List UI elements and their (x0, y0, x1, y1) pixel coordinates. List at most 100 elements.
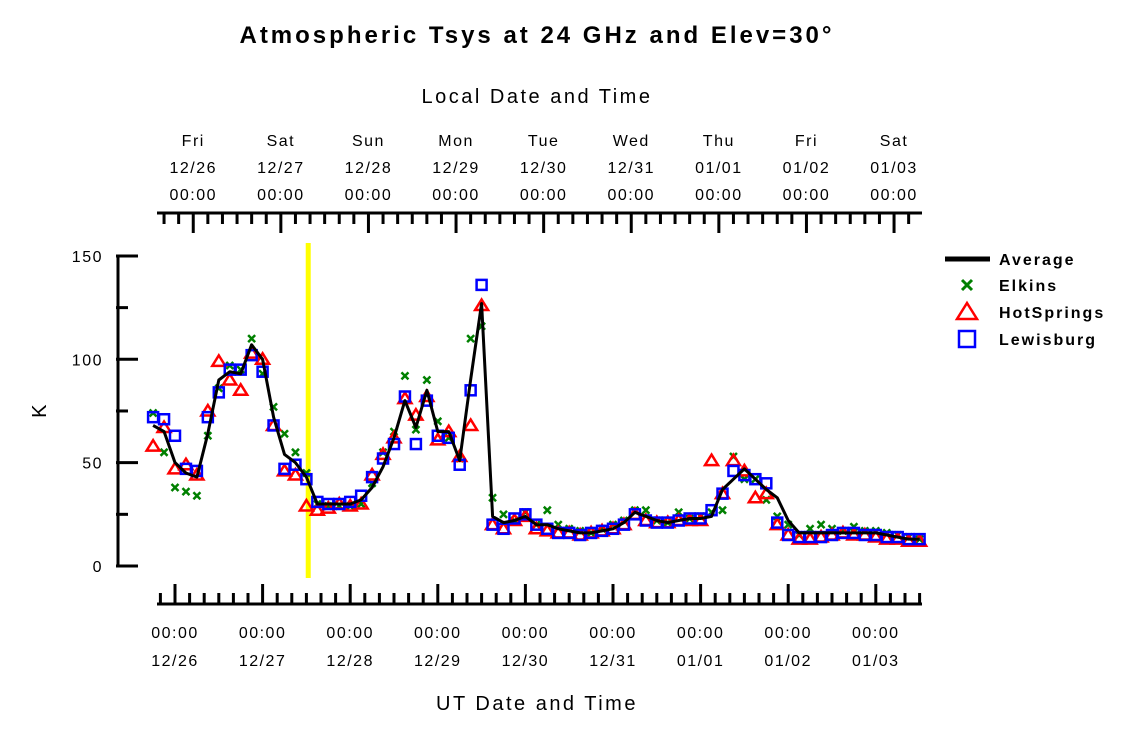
elkins-point (400, 371, 410, 381)
bottom-tick-date: 12/28 (326, 653, 374, 670)
bottom-tick-date: 12/29 (414, 653, 462, 670)
bottom-tick-time: 00:00 (414, 625, 462, 642)
elkins-point (170, 483, 180, 492)
elkins-point (291, 447, 300, 457)
top-tick-day: Mon (438, 133, 474, 150)
bottom-tick-time: 00:00 (239, 625, 287, 642)
bottom-tick-time: 00:00 (677, 625, 725, 642)
elkins-point (192, 491, 202, 501)
top-tick-date: 12/27 (257, 160, 305, 177)
hotsprings-point (878, 530, 896, 545)
hotsprings-point (746, 489, 765, 504)
y-tick-label: 0 (93, 559, 103, 576)
top-tick-time: 00:00 (870, 187, 918, 204)
bottom-tick-date: 12/26 (151, 653, 199, 670)
elkins-point (466, 334, 476, 344)
hotsprings-point (363, 466, 381, 481)
bottom-tick-time: 00:00 (151, 625, 199, 642)
hotsprings-point (319, 499, 338, 514)
bottom-tick-time: 00:00 (852, 625, 900, 642)
lewisburg-point (519, 508, 532, 521)
hotsprings-point (275, 462, 294, 477)
hotsprings-point (702, 452, 721, 467)
hotsprings-point (231, 381, 250, 397)
legend-label: Lewisburg (999, 332, 1097, 349)
bottom-tick-time: 00:00 (502, 625, 550, 642)
legend-triangle-icon (954, 300, 980, 321)
hotsprings-point (352, 495, 370, 510)
top-tick-time: 00:00 (169, 187, 217, 204)
top-tick-time: 00:00 (432, 187, 480, 204)
bottom-tick-date: 01/03 (852, 653, 900, 670)
top-tick-date: 01/02 (783, 160, 831, 177)
elkins-point (816, 520, 826, 530)
bottom-tick-date: 01/01 (677, 653, 725, 670)
legend-item-average: Average (945, 252, 1074, 269)
data-marks (144, 243, 929, 578)
series-lewisburg (146, 278, 926, 546)
hotsprings-point (166, 460, 184, 475)
hotsprings-point (801, 530, 819, 545)
elkins-point (641, 505, 651, 515)
elkins-point (542, 505, 552, 515)
top-tick-day: Thu (703, 133, 735, 150)
legend: Average Elkins HotSprings Lewisburg (945, 252, 1105, 349)
series-elkins (148, 321, 924, 544)
hotsprings-point (790, 530, 808, 545)
elkins-point (499, 509, 508, 519)
top-tick-date: 12/30 (520, 160, 568, 177)
bottom-tick-date: 12/31 (589, 653, 637, 670)
y-tick-label: 50 (82, 456, 103, 473)
hotsprings-point (538, 522, 557, 537)
bottom-tick-date: 01/02 (764, 653, 812, 670)
y-tick-label: 150 (72, 249, 103, 266)
hotsprings-point (210, 352, 228, 368)
top-tick-time: 00:00 (520, 187, 568, 204)
hotsprings-point (429, 431, 447, 446)
bottom-tick-date: 12/30 (502, 653, 550, 670)
top-tick-day: Wed (613, 133, 650, 150)
top-tick-time: 00:00 (607, 187, 655, 204)
top-tick-date: 12/28 (345, 160, 393, 177)
elkins-point (411, 425, 421, 434)
lewisburg-point (300, 472, 313, 486)
axes: 0 50 100 150 00:00 12/26 00:00 12/27 00:00 12/28 0… (72, 133, 922, 670)
hotsprings-point (297, 497, 316, 512)
elkins-point (247, 334, 257, 344)
series-hotsprings (144, 297, 929, 547)
hotsprings-point (768, 516, 786, 531)
lewisburg-point (771, 516, 784, 529)
legend-label: HotSprings (999, 305, 1105, 322)
top-tick-time: 00:00 (345, 187, 393, 204)
top-tick-date: 12/29 (432, 160, 480, 177)
legend-item-lewisburg: Lewisburg (957, 329, 1097, 349)
bottom-tick-date: 12/27 (239, 653, 287, 670)
hotsprings-point (516, 508, 535, 523)
top-tick-date: 01/01 (695, 160, 743, 177)
bottom-tick-time: 00:00 (589, 625, 637, 642)
legend-item-elkins: Elkins (960, 278, 1058, 295)
legend-square-icon (957, 329, 977, 349)
lewisburg-point (201, 410, 215, 424)
bottom-axis-title: UT Date and Time (436, 693, 638, 715)
lewisburg-point (157, 412, 171, 426)
top-tick-time: 00:00 (257, 187, 305, 204)
hotsprings-point (385, 429, 403, 444)
lewisburg-point (409, 437, 423, 451)
elkins-point (280, 429, 289, 439)
hotsprings-point (221, 371, 239, 386)
average-line (152, 302, 920, 541)
legend-item-hotsprings: HotSprings (954, 300, 1105, 322)
series-average (152, 302, 920, 541)
legend-label: Elkins (999, 278, 1058, 295)
top-tick-date: 12/31 (607, 160, 655, 177)
legend-x-icon (960, 278, 974, 292)
lewisburg-point (475, 278, 488, 292)
top-tick-time: 00:00 (783, 187, 831, 204)
top-tick-date: 12/26 (169, 160, 217, 177)
hotsprings-point (527, 520, 546, 535)
elkins-point (718, 505, 727, 515)
top-tick-date: 01/03 (870, 160, 918, 177)
y-axis-title: K (29, 402, 51, 418)
